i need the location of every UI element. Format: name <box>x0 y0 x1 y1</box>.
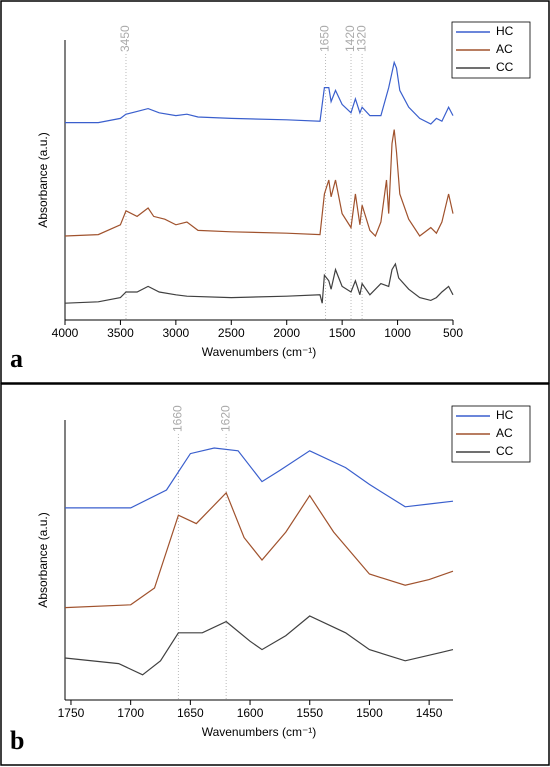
x-tick-label: 500 <box>443 326 463 340</box>
x-tick-label: 4000 <box>52 326 79 340</box>
spectrum-line <box>65 447 454 509</box>
x-tick-label: 1600 <box>237 706 264 720</box>
x-tick-label: 1700 <box>117 706 144 720</box>
x-axis-label: Wavenumbers (cm⁻¹) <box>202 345 317 359</box>
x-tick-label: 1750 <box>58 706 85 720</box>
x-tick-label: 2500 <box>218 326 245 340</box>
annotation-label: 1320 <box>354 25 368 52</box>
legend-label: AC <box>496 42 513 56</box>
legend-label: CC <box>496 60 514 74</box>
spectrum-line <box>64 129 454 238</box>
x-tick-label: 1550 <box>296 706 323 720</box>
x-tick-label: 1450 <box>416 706 443 720</box>
annotation-label: 3450 <box>118 25 132 52</box>
spectrum-line <box>64 615 454 676</box>
x-tick-label: 1500 <box>356 706 383 720</box>
x-tick-label: 1650 <box>177 706 204 720</box>
x-tick-label: 3500 <box>107 326 134 340</box>
x-tick-label: 3000 <box>163 326 190 340</box>
legend-label: HC <box>496 408 514 422</box>
legend-label: CC <box>496 444 514 458</box>
spectrum-line <box>64 491 454 609</box>
panel-frame <box>0 0 550 384</box>
annotation-label: 1650 <box>318 25 332 52</box>
x-tick-label: 1500 <box>329 326 356 340</box>
panel-label: b <box>10 726 24 755</box>
x-tick-label: 1000 <box>384 326 411 340</box>
spectrum-line <box>64 262 454 304</box>
x-axis-label: Wavenumbers (cm⁻¹) <box>202 725 317 739</box>
y-axis-label: Absorbance (a.u.) <box>36 132 50 227</box>
x-tick-label: 2000 <box>273 326 300 340</box>
annotation-label: 1620 <box>218 405 232 432</box>
panel-label: a <box>10 344 23 373</box>
spectrum-line <box>65 60 454 125</box>
annotation-label: 1660 <box>171 405 185 432</box>
legend-label: AC <box>496 426 513 440</box>
legend-label: HC <box>496 24 514 38</box>
panel-frame <box>0 383 550 766</box>
annotation-label: 1420 <box>343 25 357 52</box>
y-axis-label: Absorbance (a.u.) <box>36 512 50 607</box>
